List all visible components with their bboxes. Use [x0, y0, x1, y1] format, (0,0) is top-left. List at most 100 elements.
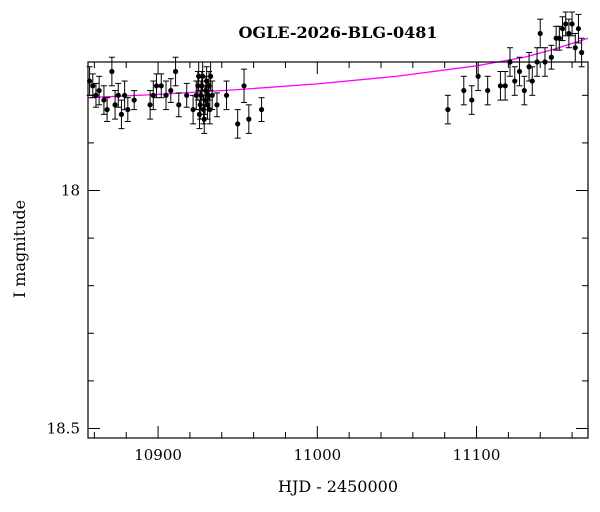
point-marker — [200, 73, 206, 79]
point-marker — [563, 21, 569, 27]
data-point — [158, 73, 165, 99]
data-point — [131, 90, 138, 111]
data-point — [150, 80, 157, 111]
point-marker — [172, 68, 179, 75]
point-marker — [258, 106, 265, 113]
point-marker — [556, 35, 562, 41]
data-point — [529, 66, 536, 96]
data-point — [241, 68, 248, 103]
data-point — [175, 92, 182, 118]
y-tick-label: 18 — [61, 182, 80, 200]
axis-ticks: 10900110001110017.51818.5 — [47, 62, 588, 464]
point-marker — [575, 26, 582, 32]
data-point — [460, 75, 467, 106]
point-marker — [90, 83, 96, 89]
point-marker — [96, 87, 102, 94]
data-point — [548, 44, 555, 70]
data-point — [468, 85, 475, 115]
point-marker — [579, 49, 585, 56]
data-point — [118, 99, 125, 130]
data-point — [556, 25, 563, 51]
point-marker — [202, 97, 208, 103]
model-curve — [87, 37, 589, 99]
point-marker — [526, 64, 532, 70]
point-marker — [150, 92, 156, 98]
point-marker — [559, 26, 566, 32]
point-marker — [241, 83, 247, 89]
point-marker — [195, 83, 201, 89]
point-marker — [208, 73, 214, 79]
data-point — [223, 80, 230, 111]
x-tick-label: 11000 — [293, 446, 341, 464]
point-marker — [566, 30, 572, 37]
point-marker — [569, 21, 575, 27]
data-point — [575, 13, 582, 44]
data-point — [526, 51, 533, 82]
model-curve-layer — [87, 37, 589, 99]
data-point — [96, 75, 103, 106]
data-point — [100, 85, 107, 115]
point-marker — [93, 92, 99, 98]
data-point — [511, 66, 518, 96]
point-marker — [548, 54, 554, 60]
point-marker — [197, 102, 203, 108]
point-marker — [104, 106, 110, 113]
point-marker — [209, 92, 215, 98]
data-point — [104, 97, 111, 122]
data-point — [562, 11, 569, 37]
data-point — [572, 32, 579, 63]
point-marker — [101, 97, 107, 103]
point-marker — [115, 92, 121, 98]
data-point — [183, 82, 190, 108]
point-marker — [469, 97, 475, 103]
point-marker — [199, 83, 205, 89]
point-marker — [131, 97, 137, 103]
point-marker — [176, 102, 182, 108]
point-marker — [475, 73, 481, 79]
data-point — [209, 80, 216, 111]
point-marker — [201, 116, 207, 122]
data-point — [258, 97, 265, 122]
point-marker — [445, 106, 451, 113]
point-marker — [184, 92, 190, 98]
point-marker — [512, 78, 518, 84]
data-point — [121, 80, 128, 111]
point-marker — [204, 102, 211, 108]
data-point — [565, 18, 572, 49]
point-marker — [158, 83, 164, 89]
point-marker — [214, 102, 220, 108]
point-marker — [190, 106, 196, 113]
x-tick-label: 10900 — [134, 446, 182, 464]
data-point — [89, 73, 96, 99]
point-marker — [485, 87, 491, 94]
data-point — [234, 109, 241, 139]
point-marker — [246, 116, 252, 122]
y-axis-label: I magnitude — [10, 200, 29, 298]
data-point — [115, 82, 122, 108]
point-marker — [502, 83, 508, 89]
point-marker — [196, 111, 203, 117]
data-point — [147, 90, 154, 120]
x-axis-label: HJD - 2450000 — [278, 477, 398, 496]
point-marker — [572, 45, 578, 51]
plot-frame — [87, 61, 589, 439]
point-marker — [516, 68, 523, 75]
point-marker — [461, 87, 467, 94]
data-point — [112, 90, 119, 120]
point-marker — [521, 87, 527, 94]
point-marker — [118, 111, 125, 117]
data-point — [163, 80, 170, 111]
data-point — [484, 75, 491, 106]
point-marker — [529, 78, 535, 84]
data-point — [569, 11, 576, 37]
point-marker — [125, 106, 131, 113]
point-marker — [147, 102, 153, 108]
point-marker — [497, 83, 504, 89]
point-marker — [112, 102, 118, 108]
data-point — [444, 94, 451, 125]
point-marker — [223, 92, 230, 98]
point-marker — [235, 121, 241, 127]
point-marker — [196, 73, 202, 79]
data-point — [245, 104, 252, 134]
